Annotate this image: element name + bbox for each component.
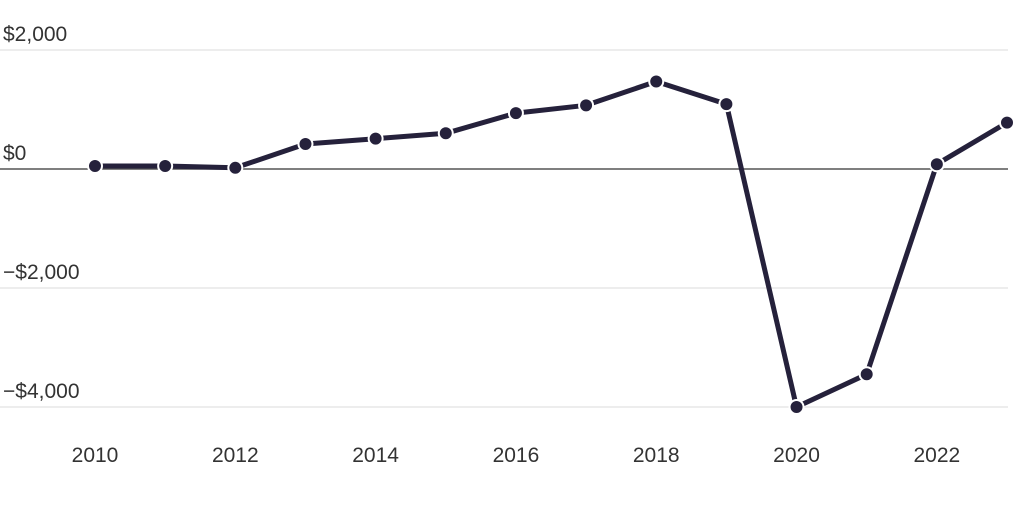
data-point bbox=[227, 159, 244, 176]
data-point bbox=[858, 366, 875, 383]
data-point bbox=[367, 130, 384, 147]
series-line bbox=[92, 79, 1010, 410]
y-tick-label: −$4,000 bbox=[3, 380, 80, 403]
data-point bbox=[999, 114, 1015, 131]
data-point bbox=[788, 399, 805, 415]
data-points bbox=[87, 73, 1015, 415]
data-point bbox=[157, 158, 174, 175]
x-tick-label: 2016 bbox=[493, 444, 540, 467]
x-tick-label: 2020 bbox=[773, 444, 820, 467]
series-line-layer bbox=[92, 79, 1010, 410]
x-tick-label: 2014 bbox=[352, 444, 399, 467]
x-tick-label: 2018 bbox=[633, 444, 680, 467]
x-tick-label: 2010 bbox=[72, 444, 119, 467]
data-point bbox=[578, 97, 595, 114]
y-tick-label: $0 bbox=[3, 142, 26, 165]
data-point bbox=[718, 96, 735, 113]
data-point bbox=[297, 136, 314, 153]
data-point bbox=[928, 156, 945, 173]
data-point bbox=[87, 158, 103, 175]
y-tick-label: −$2,000 bbox=[3, 261, 80, 284]
x-tick-label: 2022 bbox=[913, 444, 960, 467]
data-point bbox=[648, 73, 665, 90]
x-tick-label: 2012 bbox=[212, 444, 259, 467]
data-point bbox=[437, 125, 454, 142]
y-tick-label: $2,000 bbox=[3, 23, 67, 46]
data-point bbox=[507, 105, 524, 122]
x-axis-tick-labels: 2010 2012 2014 2016 2018 2020 2022 bbox=[72, 444, 961, 467]
y-axis-tick-labels: $2,000 $0 −$2,000 −$4,000 bbox=[3, 23, 80, 403]
gridlines bbox=[0, 49, 1008, 408]
